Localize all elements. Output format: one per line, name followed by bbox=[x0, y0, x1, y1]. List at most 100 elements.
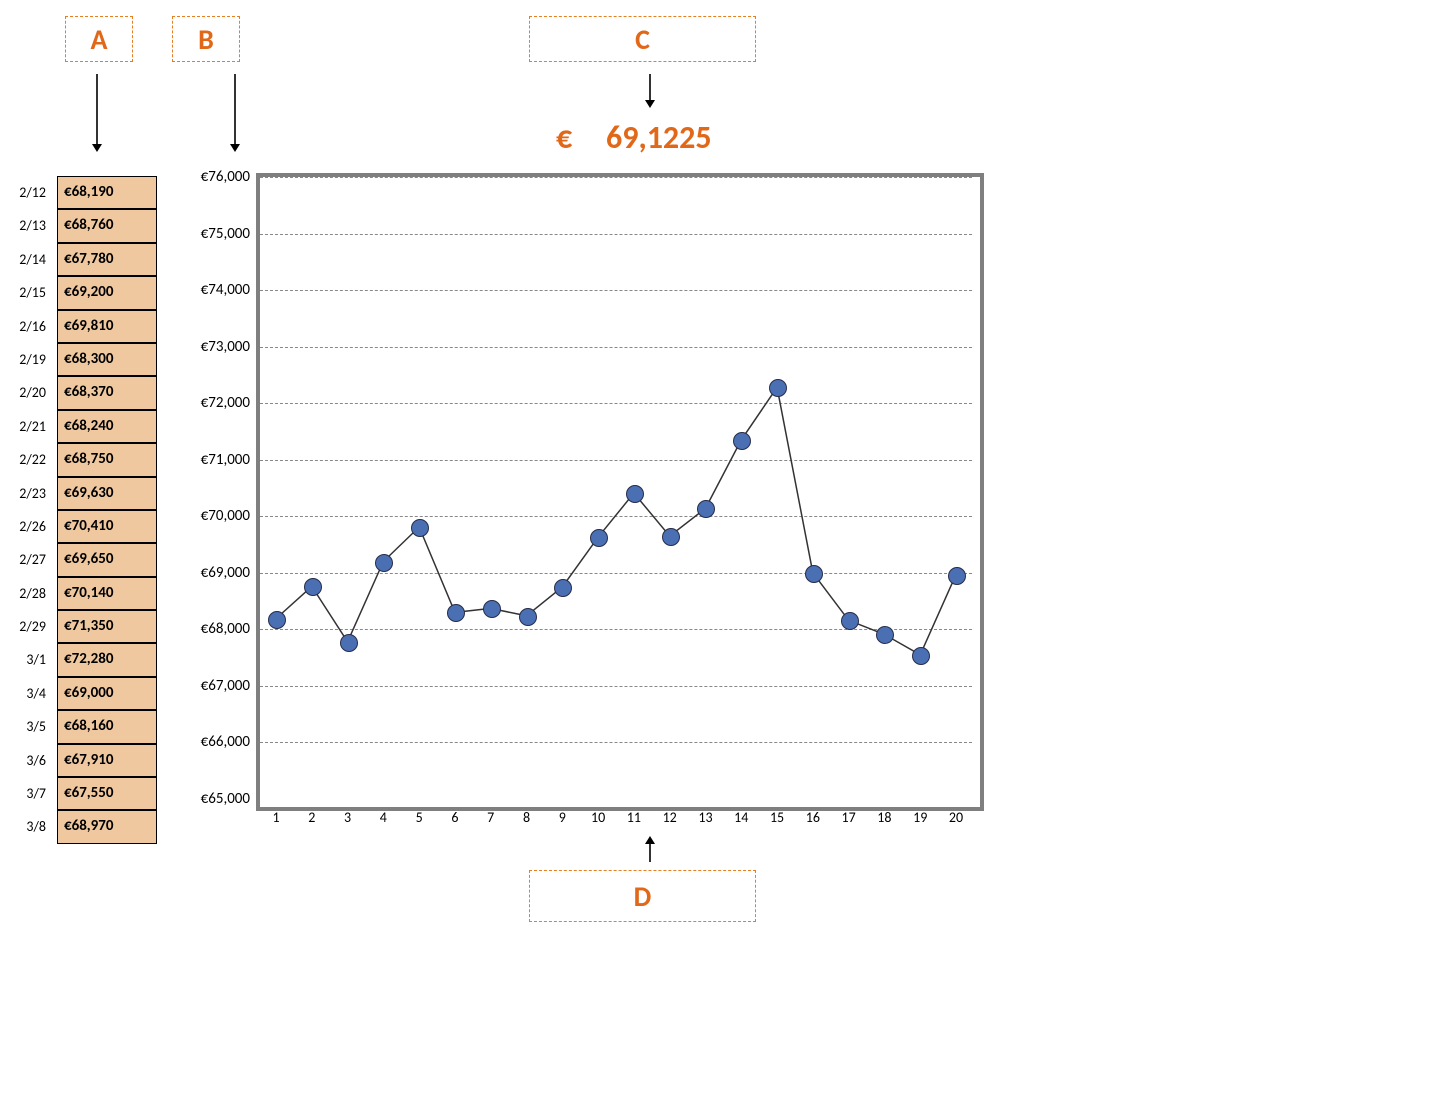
data-point bbox=[805, 565, 823, 583]
data-point bbox=[268, 611, 286, 629]
date-cell: 2/21 bbox=[10, 410, 52, 443]
x-tick-label: 4 bbox=[380, 799, 387, 826]
y-tick-label: €70,000 bbox=[201, 507, 260, 525]
y-tick-label: €65,000 bbox=[201, 790, 260, 808]
value-cell: €70,140 bbox=[57, 577, 157, 610]
avg-currency-symbol: € bbox=[556, 118, 572, 157]
date-column: 2/122/132/142/152/162/192/202/212/222/23… bbox=[10, 176, 52, 844]
date-cell: 2/22 bbox=[10, 443, 52, 476]
chart-frame: €65,000€66,000€67,000€68,000€69,000€70,0… bbox=[256, 173, 984, 811]
avg-value: 69,1225 bbox=[606, 118, 712, 157]
x-tick-label: 2 bbox=[308, 799, 315, 826]
data-point bbox=[340, 634, 358, 652]
x-tick-label: 18 bbox=[877, 799, 891, 826]
y-tick-label: €71,000 bbox=[201, 451, 260, 469]
label-box-c: C bbox=[529, 16, 756, 62]
value-cell: €72,280 bbox=[57, 643, 157, 676]
data-point bbox=[841, 612, 859, 630]
x-tick-label: 12 bbox=[663, 799, 677, 826]
y-tick-label: €74,000 bbox=[201, 281, 260, 299]
value-cell: €68,370 bbox=[57, 376, 157, 409]
date-cell: 2/27 bbox=[10, 543, 52, 576]
arrow-c-icon bbox=[642, 74, 658, 108]
label-c-text: C bbox=[635, 22, 650, 57]
date-cell: 2/14 bbox=[10, 243, 52, 276]
date-cell: 2/12 bbox=[10, 176, 52, 209]
x-tick-label: 5 bbox=[416, 799, 423, 826]
date-cell: 3/5 bbox=[10, 710, 52, 743]
data-point bbox=[912, 647, 930, 665]
x-tick-label: 20 bbox=[949, 799, 963, 826]
x-tick-label: 8 bbox=[523, 799, 530, 826]
x-tick-label: 3 bbox=[344, 799, 351, 826]
date-cell: 2/13 bbox=[10, 209, 52, 242]
data-point bbox=[626, 485, 644, 503]
value-cell: €67,910 bbox=[57, 744, 157, 777]
date-cell: 2/16 bbox=[10, 310, 52, 343]
data-point bbox=[375, 554, 393, 572]
x-tick-label: 10 bbox=[591, 799, 605, 826]
date-cell: 3/1 bbox=[10, 643, 52, 676]
label-a-text: A bbox=[91, 22, 108, 57]
data-point bbox=[662, 528, 680, 546]
arrow-d-icon bbox=[642, 836, 658, 862]
date-cell: 2/28 bbox=[10, 577, 52, 610]
date-cell: 3/7 bbox=[10, 777, 52, 810]
label-box-b: B bbox=[172, 16, 240, 62]
y-tick-label: €72,000 bbox=[201, 394, 260, 412]
y-tick-label: €69,000 bbox=[201, 564, 260, 582]
value-cell: €69,810 bbox=[57, 310, 157, 343]
date-cell: 3/6 bbox=[10, 744, 52, 777]
value-cell: €68,300 bbox=[57, 343, 157, 376]
value-cell: €70,410 bbox=[57, 510, 157, 543]
y-tick-label: €76,000 bbox=[201, 168, 260, 186]
value-cell: €69,650 bbox=[57, 543, 157, 576]
value-cell: €67,780 bbox=[57, 243, 157, 276]
y-tick-label: €66,000 bbox=[201, 733, 260, 751]
value-cell: €71,350 bbox=[57, 610, 157, 643]
x-tick-label: 1 bbox=[272, 799, 279, 826]
data-point bbox=[519, 608, 537, 626]
x-tick-label: 17 bbox=[842, 799, 856, 826]
date-cell: 2/23 bbox=[10, 477, 52, 510]
x-tick-label: 13 bbox=[698, 799, 712, 826]
value-cell: €68,240 bbox=[57, 410, 157, 443]
label-box-d: D bbox=[529, 870, 756, 922]
value-cell: €69,000 bbox=[57, 677, 157, 710]
date-cell: 2/29 bbox=[10, 610, 52, 643]
value-cell: €68,190 bbox=[57, 176, 157, 209]
label-b-text: B bbox=[198, 22, 214, 57]
value-cell: €68,160 bbox=[57, 710, 157, 743]
plot-area: €65,000€66,000€67,000€68,000€69,000€70,0… bbox=[260, 177, 972, 799]
date-cell: 3/8 bbox=[10, 810, 52, 843]
y-tick-label: €67,000 bbox=[201, 677, 260, 695]
value-cell: €68,970 bbox=[57, 810, 157, 843]
value-cell: €67,550 bbox=[57, 777, 157, 810]
x-tick-label: 9 bbox=[559, 799, 566, 826]
x-tick-label: 14 bbox=[734, 799, 748, 826]
label-box-a: A bbox=[65, 16, 133, 62]
x-tick-label: 16 bbox=[806, 799, 820, 826]
series-line bbox=[260, 177, 972, 799]
x-tick-label: 6 bbox=[451, 799, 458, 826]
date-cell: 2/19 bbox=[10, 343, 52, 376]
y-tick-label: €68,000 bbox=[201, 620, 260, 638]
x-tick-label: 7 bbox=[487, 799, 494, 826]
label-d-text: D bbox=[634, 879, 652, 914]
date-cell: 2/26 bbox=[10, 510, 52, 543]
value-column: €68,190€68,760€67,780€69,200€69,810€68,3… bbox=[57, 176, 157, 844]
value-cell: €69,200 bbox=[57, 276, 157, 309]
date-cell: 3/4 bbox=[10, 677, 52, 710]
value-cell: €68,750 bbox=[57, 443, 157, 476]
data-point bbox=[948, 567, 966, 585]
value-cell: €69,630 bbox=[57, 477, 157, 510]
arrow-a-icon bbox=[89, 74, 105, 152]
x-tick-label: 19 bbox=[913, 799, 927, 826]
y-tick-label: €75,000 bbox=[201, 225, 260, 243]
date-cell: 2/15 bbox=[10, 276, 52, 309]
x-tick-label: 15 bbox=[770, 799, 784, 826]
value-cell: €68,760 bbox=[57, 209, 157, 242]
x-tick-label: 11 bbox=[627, 799, 641, 826]
arrow-b-icon bbox=[227, 74, 243, 152]
date-cell: 2/20 bbox=[10, 376, 52, 409]
